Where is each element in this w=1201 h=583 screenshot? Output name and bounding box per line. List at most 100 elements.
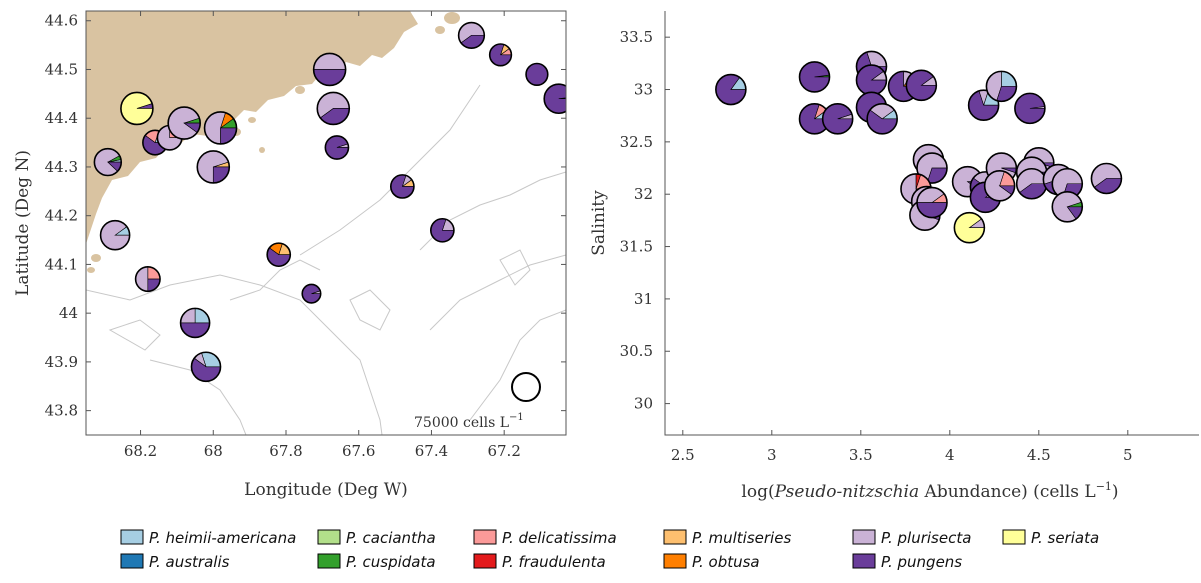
pie-outline — [798, 61, 831, 93]
scatter-pies — [715, 50, 1123, 244]
pie-outline — [1051, 190, 1084, 223]
depth-contour — [108, 319, 161, 351]
station-pies — [93, 21, 566, 383]
station-pie-7 — [196, 150, 231, 184]
legend-entry-p-heimii-americana: P. heimii-americana — [120, 529, 296, 547]
map-panel: 68.2 68 67.8 67.6 67.4 67.2 43.8 43.9 44 44.1 44.… — [13, 10, 567, 500]
island — [248, 117, 256, 123]
station-pie-19 — [457, 21, 486, 50]
island — [87, 267, 95, 273]
pie-outline — [134, 266, 161, 293]
scatter-y-tick-label: 33.5 — [620, 28, 653, 46]
depth-contour — [499, 249, 531, 286]
legend-swatch — [1002, 529, 1026, 545]
scatter-x-tick-label: 3.5 — [849, 446, 873, 464]
legend-entry-p-pungens: P. pungens — [852, 553, 962, 571]
station-pie-18 — [190, 351, 222, 383]
scatter-axes — [664, 11, 1199, 436]
bathymetry-contours — [86, 84, 566, 435]
island — [444, 12, 460, 24]
map-y-tick-label: 44.1 — [45, 255, 78, 273]
scatter-pie-24 — [983, 170, 1016, 202]
pie-outline — [715, 73, 747, 106]
scatter-pie-1 — [715, 73, 747, 106]
scale-circle — [511, 372, 541, 402]
scatter-x-tick-label: 3 — [767, 446, 777, 464]
legend-label: P. cuspidata — [346, 553, 436, 571]
legend-label: P. caciantha — [346, 529, 436, 547]
legend-swatch — [473, 553, 497, 569]
scatter-pie-25 — [953, 211, 986, 244]
legend-entry-p-caciantha: P. caciantha — [317, 529, 436, 547]
map-x-tick-label: 67.2 — [487, 442, 520, 460]
legend-entry-p-plurisecta: P. plurisecta — [852, 529, 971, 547]
pie-outline — [203, 111, 238, 145]
scatter-pie-11 — [967, 89, 1000, 122]
scatter-pie-12 — [985, 70, 1018, 103]
pie-outline — [967, 89, 1000, 122]
scatter-pie-28 — [1015, 167, 1048, 200]
legend-label: P. multiseries — [692, 529, 791, 547]
legend-entry-p-obtusa: P. obtusa — [663, 553, 760, 571]
station-pie-2 — [120, 91, 154, 126]
station-pie-15 — [99, 219, 131, 251]
scatter-pie-13 — [1014, 92, 1046, 125]
pie-outline — [179, 307, 211, 339]
scatter-y-tick-label: 31.5 — [620, 238, 653, 256]
map-x-ticks: 68.2 68 67.8 67.6 67.4 67.2 — [124, 11, 521, 460]
pie-outline — [196, 150, 231, 184]
map-x-tick-label: 67.6 — [342, 442, 375, 460]
scatter-y-axis-title: Salinity — [589, 190, 609, 256]
pie-outline — [301, 283, 322, 304]
scatter-y-tick-label: 32.5 — [620, 133, 653, 151]
legend-label: P. delicatissima — [502, 529, 617, 547]
legend-entry-p-cuspidata: P. cuspidata — [317, 553, 436, 571]
pie-outline — [120, 91, 154, 126]
pie-outline — [866, 103, 898, 135]
scatter-x-ticks: 2.5 3 3.5 4 4.5 5 — [671, 430, 1133, 464]
legend-swatch — [663, 553, 687, 569]
scatter-x-tick-label: 4.5 — [1027, 446, 1051, 464]
map-y-tick-label: 44.5 — [45, 60, 78, 78]
legend-entry-p-delicatissima: P. delicatissima — [473, 529, 617, 547]
legend-label: P. obtusa — [692, 553, 760, 571]
legend-entry-p-australis: P. australis — [120, 553, 230, 571]
pie-outline — [93, 147, 123, 177]
pie-outline — [488, 43, 513, 67]
scale-legend: 75000 cells L−1 — [414, 372, 541, 431]
scatter-y-tick-label: 30 — [634, 395, 653, 413]
island — [295, 86, 305, 94]
scatter-y-tick-label: 30.5 — [620, 342, 653, 360]
depth-contour — [429, 254, 566, 331]
scatter-pie-32 — [1090, 162, 1123, 195]
species-legend: P. heimii-americana P. caciantha P. delica… — [120, 529, 1099, 571]
map-layers — [86, 11, 566, 435]
pie-outline — [821, 103, 854, 135]
legend-swatch — [120, 529, 144, 545]
scatter-pie-15 — [916, 152, 948, 184]
island — [259, 147, 265, 153]
station-pie-6 — [203, 111, 238, 145]
station-pie-22 — [543, 83, 566, 115]
pie-outline — [1014, 92, 1046, 125]
pie-outline — [525, 62, 549, 87]
map-x-axis-title: Longitude (Deg W) — [244, 480, 408, 500]
island — [91, 254, 101, 262]
pie-outline — [916, 152, 948, 184]
depth-contour — [149, 359, 247, 435]
island — [378, 25, 392, 35]
legend-swatch — [120, 553, 144, 569]
pie-outline — [429, 217, 455, 243]
legend-swatch — [317, 553, 341, 569]
station-pie-13 — [266, 242, 292, 268]
pie-outline — [190, 351, 222, 383]
station-pie-21 — [525, 62, 549, 87]
station-pie-10 — [324, 135, 350, 160]
scatter-pie-31 — [1051, 190, 1084, 223]
legend-swatch — [317, 529, 341, 545]
scatter-pie-6 — [855, 64, 888, 96]
scatter-pie-19 — [916, 186, 948, 219]
